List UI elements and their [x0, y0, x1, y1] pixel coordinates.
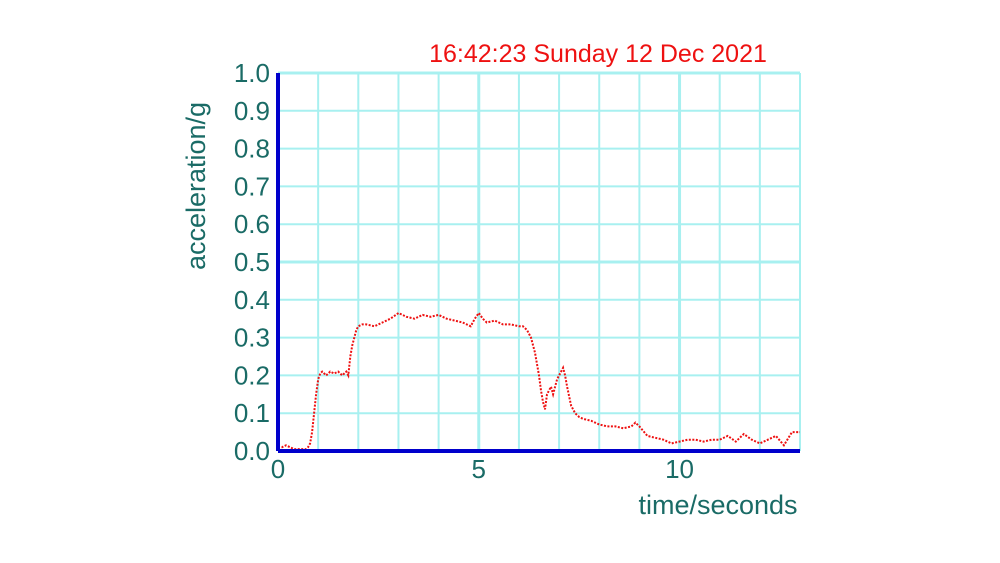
- x-tick-label: 0: [271, 454, 285, 484]
- y-axis-title: acceleration/g: [181, 102, 211, 270]
- y-tick-label: 0.5: [234, 247, 270, 277]
- y-tick-label: 0.1: [234, 398, 270, 428]
- y-tick-label: 0.7: [234, 171, 270, 201]
- x-axis-title: time/seconds: [638, 490, 797, 520]
- grid: [278, 71, 801, 451]
- y-tick-label: 0.0: [234, 436, 270, 466]
- y-tick-label: 0.6: [234, 209, 270, 239]
- series-line: [278, 311, 800, 451]
- y-tick-label: 1.0: [234, 58, 270, 88]
- y-tick-labels: 0.0 0.1 0.2 0.3 0.4 0.5 0.6 0.7 0.8 0.9 1.0: [234, 58, 270, 466]
- x-tick-label: 10: [665, 454, 694, 484]
- y-tick-label: 0.4: [234, 285, 270, 315]
- chart-title: 16:42:23 Sunday 12 Dec 2021: [429, 40, 767, 68]
- y-tick-label: 0.9: [234, 96, 270, 126]
- x-tick-label: 5: [472, 454, 486, 484]
- y-tick-label: 0.2: [234, 360, 270, 390]
- y-tick-label: 0.3: [234, 323, 270, 353]
- x-tick-labels: 0 5 10: [271, 454, 694, 484]
- y-tick-label: 0.8: [234, 134, 270, 164]
